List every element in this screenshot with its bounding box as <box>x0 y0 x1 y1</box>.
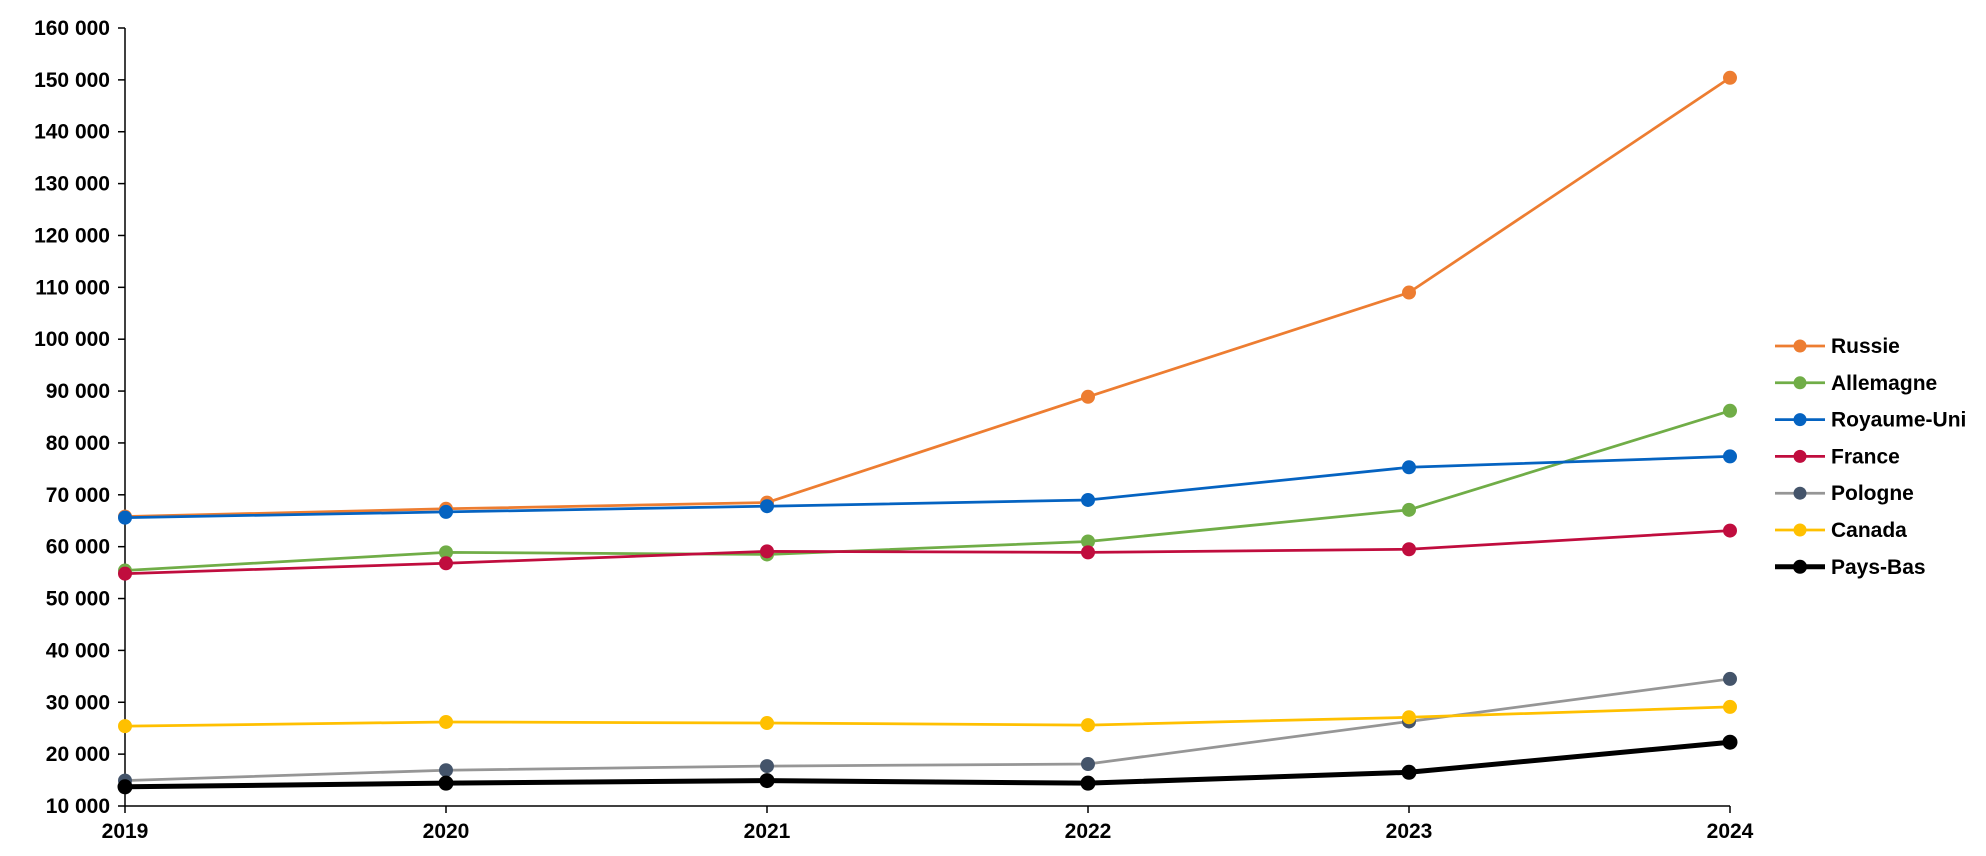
series-line <box>124 529 1731 576</box>
data-point <box>1402 285 1416 300</box>
data-point <box>1402 502 1416 517</box>
legend-label: Royaume-Uni <box>1831 409 1966 432</box>
data-point <box>1723 699 1737 714</box>
series-pays-bas <box>117 734 1738 795</box>
legend-marker-swatch <box>1793 523 1807 537</box>
legend-marker-swatch <box>1793 559 1807 574</box>
y-tick-label: 80 000 <box>46 432 110 455</box>
y-tick-label: 90 000 <box>46 380 110 403</box>
data-point <box>1402 460 1416 475</box>
legend-item: Allemagne <box>1775 372 1937 395</box>
y-tick-label: 10 000 <box>46 795 110 818</box>
data-point <box>117 779 133 795</box>
series-france <box>118 523 1737 581</box>
data-point <box>1081 756 1095 771</box>
data-point <box>1723 403 1737 418</box>
y-tick-label: 140 000 <box>34 121 110 144</box>
data-point <box>439 714 453 729</box>
data-point <box>1081 492 1095 507</box>
data-point <box>1402 542 1416 557</box>
y-tick-label: 50 000 <box>46 588 110 611</box>
legend-label: Pologne <box>1831 482 1914 505</box>
y-tick-label: 100 000 <box>34 328 110 351</box>
data-point <box>1723 449 1737 464</box>
data-point <box>439 504 453 519</box>
data-point <box>1723 523 1737 538</box>
data-point <box>1081 545 1095 560</box>
legend-marker-swatch <box>1793 449 1807 463</box>
y-tick-label: 120 000 <box>34 224 110 247</box>
legend-item: Canada <box>1775 519 1907 542</box>
series-line <box>124 76 1731 518</box>
y-tick-label: 70 000 <box>46 484 110 507</box>
data-point <box>118 510 132 525</box>
legend-marker-swatch <box>1793 339 1807 353</box>
legend-item: Russie <box>1775 335 1900 358</box>
x-tick-label: 2021 <box>744 820 791 843</box>
x-tick-label: 2023 <box>1386 820 1433 843</box>
series-russie <box>118 70 1737 524</box>
data-point <box>438 775 454 791</box>
legend-item: Pays-Bas <box>1775 556 1926 579</box>
data-point <box>1081 718 1095 733</box>
y-tick-label: 130 000 <box>34 173 110 196</box>
data-point <box>1723 671 1737 686</box>
data-point <box>1401 764 1417 780</box>
legend-marker-swatch <box>1793 413 1807 427</box>
legend-item: Royaume-Uni <box>1775 409 1966 432</box>
y-tick-label: 30 000 <box>46 691 110 714</box>
series-line <box>124 409 1731 572</box>
y-tick-label: 60 000 <box>46 536 110 559</box>
data-point <box>760 759 774 774</box>
y-tick-label: 40 000 <box>46 639 110 662</box>
x-tick-label: 2022 <box>1065 820 1112 843</box>
data-point <box>1080 775 1096 791</box>
data-point <box>759 773 775 789</box>
x-tick-label: 2019 <box>102 820 149 843</box>
series-royaume-uni <box>118 449 1737 525</box>
series-canada <box>118 699 1737 734</box>
data-point <box>1722 734 1738 750</box>
y-tick-label: 160 000 <box>34 17 110 40</box>
legend-label: Canada <box>1831 519 1907 542</box>
data-point <box>439 556 453 571</box>
x-axis: 2019 2020 2021 2022 2023 2024 <box>102 805 1754 843</box>
y-tick-label: 110 000 <box>35 276 110 299</box>
data-point <box>439 763 453 778</box>
x-tick-label: 2024 <box>1707 820 1754 843</box>
series-line <box>124 739 1731 790</box>
series-line <box>124 455 1731 519</box>
series-pologne <box>118 671 1737 788</box>
y-axis: 10 000 20 000 30 000 40 000 50 000 60 000 70 0… <box>34 17 126 818</box>
legend: Russie Allemagne Royaume-Uni France Pologne C… <box>1775 335 1966 579</box>
legend-item: Pologne <box>1775 482 1914 505</box>
data-point <box>760 716 774 731</box>
legend-label: Russie <box>1831 335 1900 358</box>
data-point <box>1081 389 1095 404</box>
y-tick-label: 150 000 <box>34 69 110 92</box>
y-tick-label: 20 000 <box>46 743 110 766</box>
legend-marker-swatch <box>1793 376 1807 390</box>
legend-marker-swatch <box>1793 486 1807 500</box>
legend-label: Allemagne <box>1831 372 1937 395</box>
data-point <box>760 544 774 559</box>
x-tick-label: 2020 <box>423 820 470 843</box>
legend-label: Pays-Bas <box>1831 556 1926 579</box>
data-point <box>1723 70 1737 85</box>
legend-item: France <box>1775 445 1900 468</box>
series-lines <box>117 70 1738 795</box>
data-point <box>760 499 774 514</box>
data-point <box>1402 710 1416 725</box>
legend-label: France <box>1831 445 1900 468</box>
data-point <box>118 566 132 581</box>
series-line <box>124 705 1731 728</box>
data-point <box>118 719 132 734</box>
